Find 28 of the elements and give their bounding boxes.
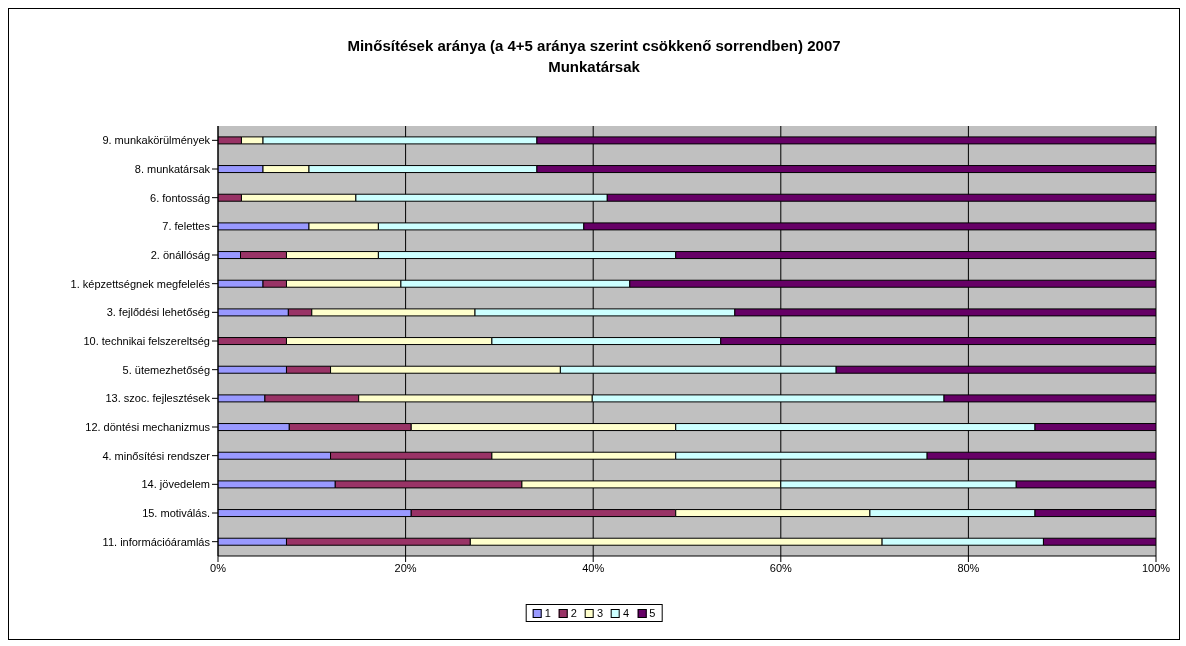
legend-label: 4 xyxy=(623,607,630,619)
y-tick-label: 10. technikai felszereltség xyxy=(83,334,210,347)
legend-label: 3 xyxy=(596,607,604,619)
x-tick-label: 100% xyxy=(1141,561,1171,574)
y-tick-label: 3. fejlődési lehetőség xyxy=(106,306,210,319)
x-tick-label: 80% xyxy=(957,561,980,574)
y-tick-label: 9. munkakörülmények xyxy=(102,134,211,147)
y-tick-label: 14. jövedelem xyxy=(141,478,210,491)
y-tick-label: 12. döntési mechanizmus xyxy=(85,420,211,433)
chart-subtitle: Munkatársak xyxy=(547,57,641,77)
x-tick-label: 60% xyxy=(769,561,793,574)
y-tick-label: 2. önállóság xyxy=(150,248,210,261)
y-tick-label: 1. képzettségnek megfelelés xyxy=(70,277,211,290)
y-tick-label: 4. minősítési rendszer xyxy=(102,449,211,462)
x-tick-label: 0% xyxy=(210,561,227,574)
chart-title: Minősítések aránya (a 4+5 aránya szerint csökkenő sorrendben) 2007 xyxy=(346,36,842,56)
legend-label: 1 xyxy=(544,607,551,619)
legend-label: 2 xyxy=(570,607,577,619)
x-tick-label: 40% xyxy=(582,561,605,574)
x-tick-label: 20% xyxy=(394,561,417,574)
y-tick-label: 13. szoc. fejlesztések xyxy=(105,392,211,405)
y-tick-label: 8. munkatársak xyxy=(134,162,211,175)
y-tick-label: 6. fontosság xyxy=(150,191,210,204)
legend-label: 5 xyxy=(649,607,656,619)
y-tick-label: 15. motiválás. xyxy=(142,506,210,519)
y-tick-label: 7. felettes xyxy=(162,220,211,233)
y-tick-label: 11. információáramlás xyxy=(102,535,211,548)
y-tick-label: 5. ütemezhetőség xyxy=(122,363,210,376)
